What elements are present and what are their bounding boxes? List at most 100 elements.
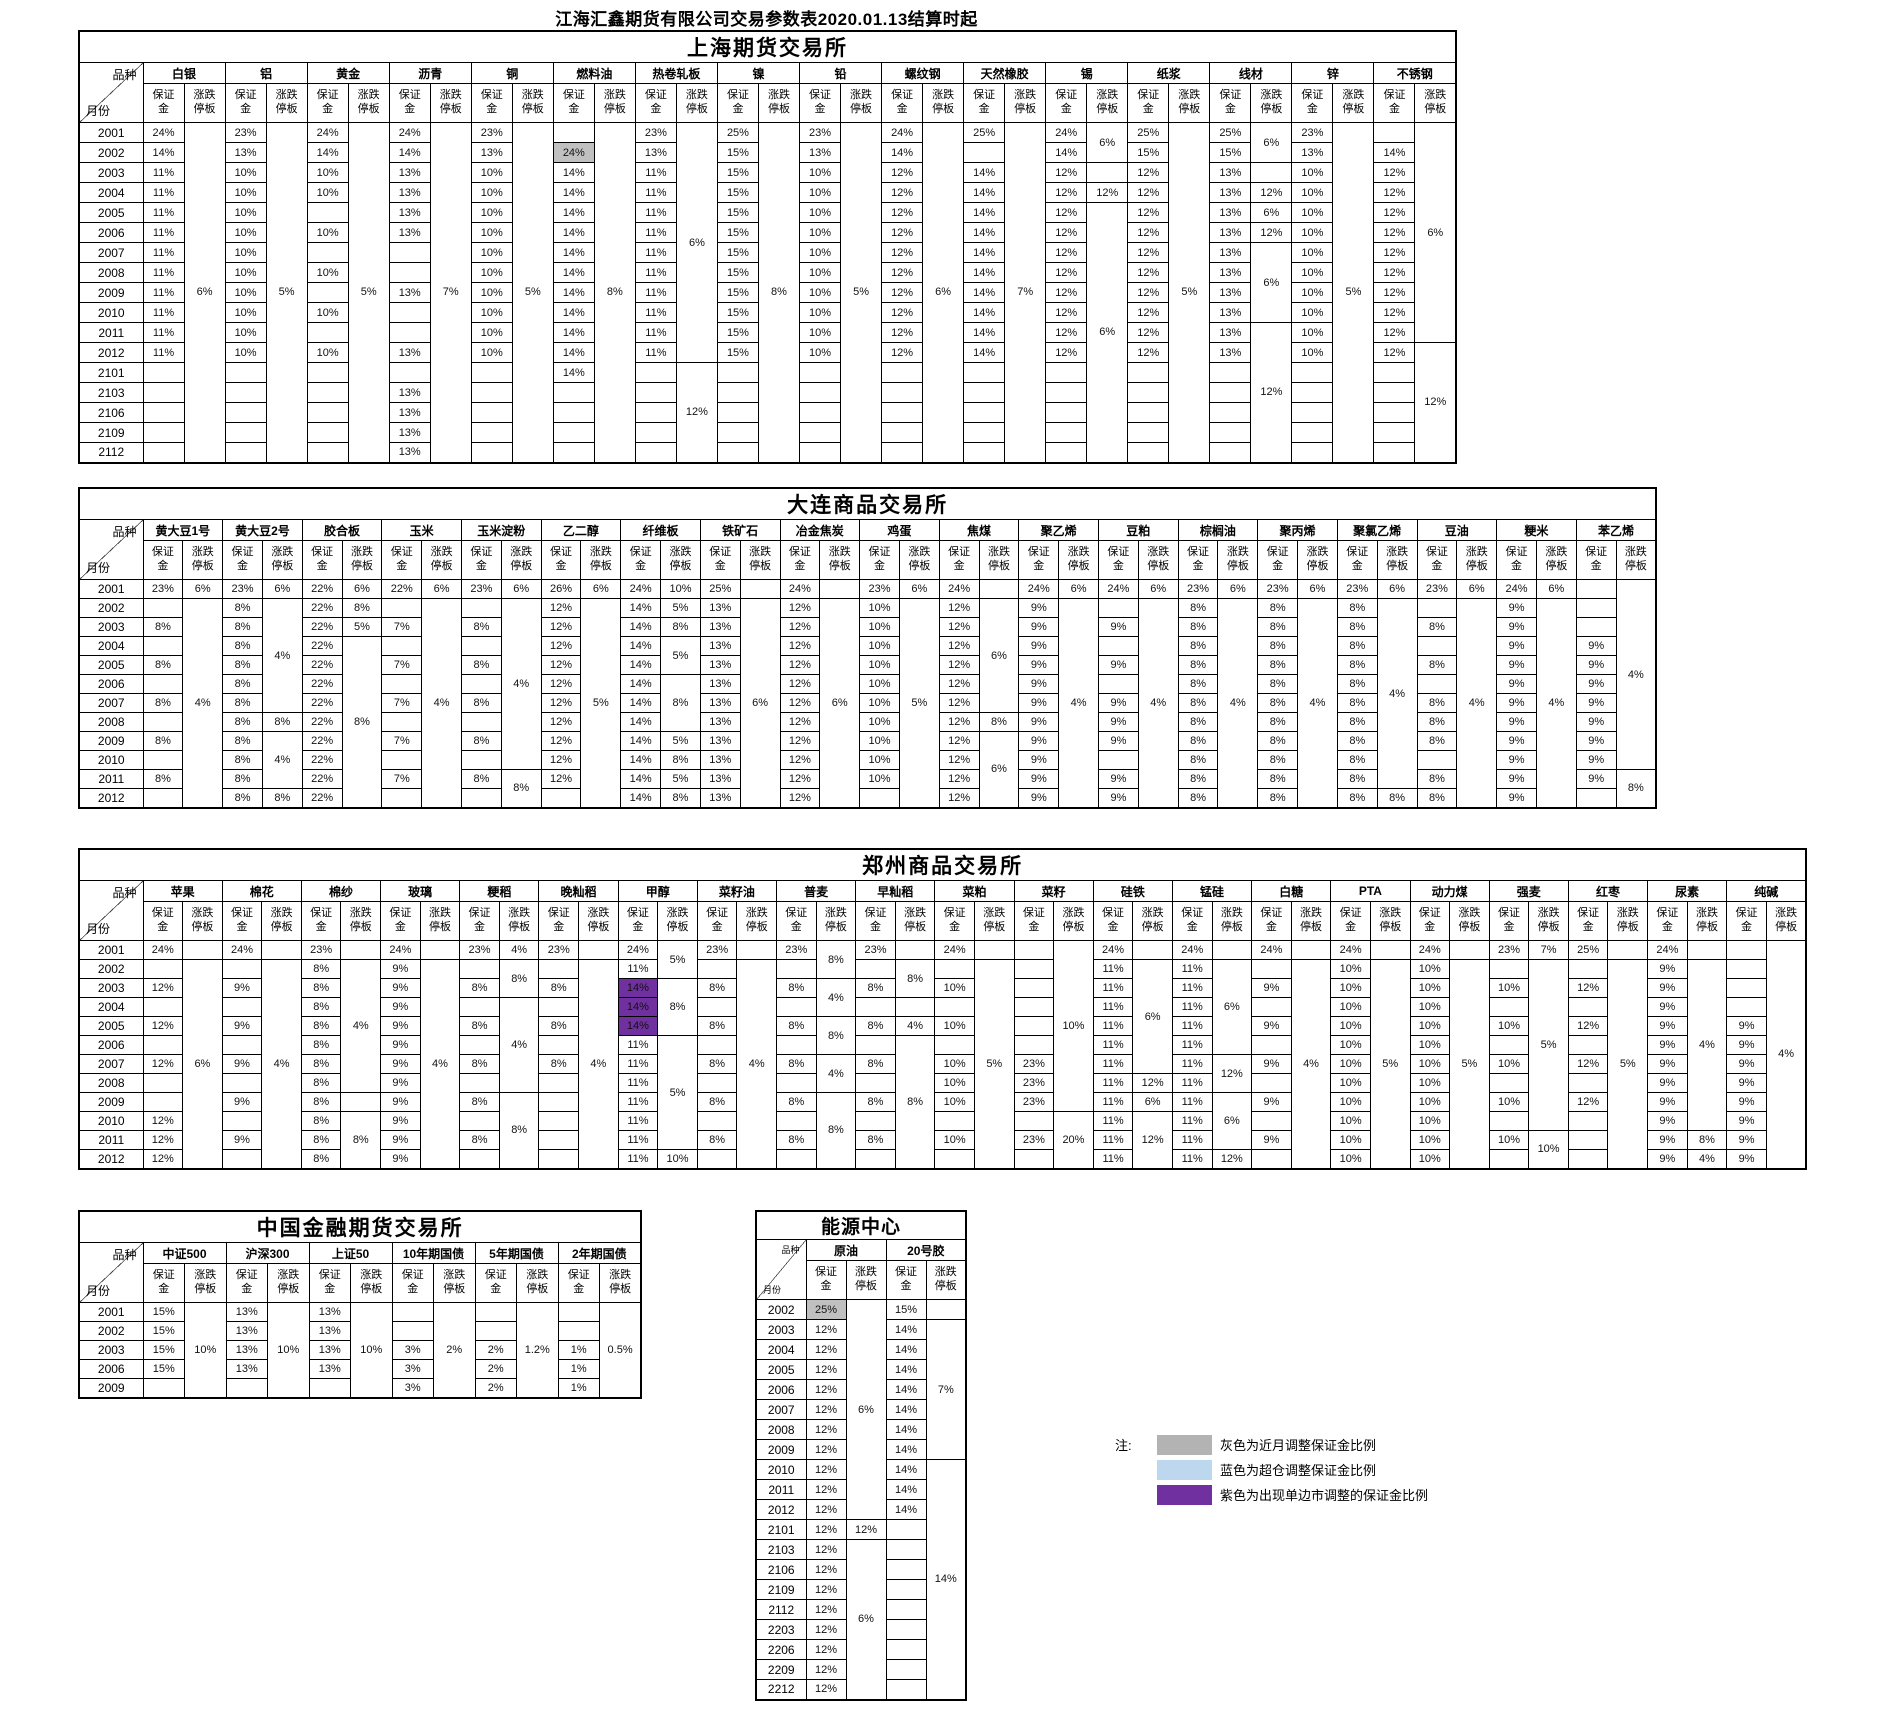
limit-subheader: 涨跌 停板: [1053, 901, 1094, 941]
month-cell: 2010: [78, 750, 144, 770]
margin-cell: [1373, 422, 1416, 443]
margin-cell: 12%: [1127, 302, 1170, 323]
product-header: 黄大豆2号: [222, 519, 303, 541]
margin-cell: 1%: [557, 1378, 600, 1398]
month-cell: 2009: [78, 731, 144, 751]
margin-cell: 11%: [1092, 978, 1134, 998]
product-header: 锰硅: [1171, 880, 1253, 902]
corner-label-product: 品种: [112, 1248, 137, 1262]
margin-cell: 7%: [381, 769, 423, 789]
margin-cell: 9%: [1496, 598, 1537, 618]
margin-cell: 13%: [388, 442, 431, 463]
margin-cell: 13%: [699, 731, 741, 751]
margin-cell: 12%: [142, 1130, 184, 1150]
limit-cell: 8%: [341, 598, 383, 618]
margin-cell: 12%: [1373, 322, 1416, 343]
margin-cell: [552, 422, 595, 443]
month-cell: 2005: [78, 202, 144, 223]
product-header: 燃料油: [552, 62, 636, 84]
margin-cell: 23%: [222, 579, 263, 599]
margin-cell: 13%: [699, 617, 741, 637]
margin-subheader: 保证金: [1209, 83, 1252, 123]
margin-cell: 8%: [222, 636, 263, 656]
limit-subheader: 涨跌 停板: [183, 83, 226, 123]
margin-cell: [459, 997, 500, 1017]
margin-cell: [142, 788, 184, 808]
margin-cell: 8%: [1336, 617, 1378, 637]
margin-subheader: 保证金: [300, 901, 342, 941]
margin-cell: 10%: [798, 242, 842, 263]
margin-cell: 12%: [1127, 202, 1170, 223]
margin-cell: 12%: [142, 978, 184, 998]
limit-subheader: 涨跌 停板: [840, 83, 883, 123]
margin-cell: 9%: [1496, 750, 1537, 770]
product-header: 铁矿石: [699, 519, 781, 541]
margin-cell: 8%: [222, 731, 263, 751]
margin-cell: [885, 1619, 927, 1640]
margin-cell: 14%: [620, 769, 662, 789]
margin-cell: [142, 362, 185, 383]
margin-cell: 22%: [301, 674, 343, 694]
limit-cell: 5%: [660, 636, 701, 675]
margin-cell: 8%: [459, 978, 500, 998]
limit-subheader: 涨跌 停板: [341, 540, 383, 580]
limit-cell: 4%: [419, 959, 461, 1169]
margin-subheader: 保证金: [776, 901, 817, 941]
margin-cell: [776, 1035, 817, 1055]
margin-cell: 10%: [1409, 978, 1451, 998]
limit-cell: 8%: [657, 978, 698, 1036]
corner-label-month: 月份: [86, 104, 111, 118]
limit-subheader: 涨跌 停板: [1168, 83, 1211, 123]
margin-cell: 9%: [380, 959, 421, 979]
margin-cell: 23%: [1336, 579, 1378, 599]
limit-cell: 8%: [341, 636, 383, 808]
margin-cell: [306, 322, 349, 343]
limit-subheader: 涨跌 停板: [1132, 901, 1173, 941]
margin-cell: 14%: [617, 1016, 659, 1036]
margin-cell: [142, 382, 185, 403]
limit-cell: 8%: [1686, 1130, 1728, 1150]
margin-cell: 9%: [1018, 788, 1060, 808]
margin-cell: 12%: [938, 693, 980, 713]
margin-cell: 12%: [938, 750, 980, 770]
limit-cell: [894, 940, 936, 960]
margin-cell: 12%: [1567, 978, 1609, 998]
margin-cell: 12%: [540, 655, 582, 675]
margin-cell: 8%: [1257, 674, 1299, 694]
margin-cell: [1013, 1016, 1055, 1036]
exchange-title: 郑州商品交易所: [78, 848, 1807, 881]
margin-cell: 9%: [1575, 636, 1617, 656]
margin-cell: 15%: [716, 262, 759, 283]
margin-cell: [881, 362, 924, 383]
margin-cell: [142, 402, 185, 423]
limit-subheader: 涨跌 停板: [182, 540, 224, 580]
margin-cell: [885, 1579, 927, 1600]
margin-cell: 9%: [1098, 788, 1139, 808]
limit-cell: 8%: [498, 1092, 540, 1169]
margin-cell: 2%: [474, 1378, 517, 1398]
margin-subheader: 保证金: [634, 83, 677, 123]
limit-subheader: 涨跌 停板: [1607, 901, 1649, 941]
margin-cell: 13%: [225, 1302, 268, 1322]
corner-cell: 品种 月份: [78, 62, 144, 123]
month-cell: 2112: [755, 1599, 807, 1620]
margin-cell: 15%: [716, 182, 759, 203]
limit-subheader: 涨跌 停板: [267, 1263, 310, 1303]
product-header: 动力煤: [1409, 880, 1490, 902]
limit-cell: 6%: [1132, 1092, 1173, 1112]
margin-cell: 11%: [1092, 1035, 1134, 1055]
margin-cell: 10%: [859, 712, 900, 732]
margin-cell: 12%: [142, 1149, 184, 1169]
margin-cell: 23%: [538, 940, 580, 960]
margin-cell: 10%: [470, 242, 513, 263]
exchange-title: 上海期货交易所: [78, 30, 1457, 63]
margin-cell: [1488, 997, 1530, 1017]
margin-cell: [1209, 442, 1252, 463]
corner-label-product: 品种: [112, 525, 137, 539]
margin-cell: [1488, 1073, 1530, 1093]
product-header: 5年期国债: [474, 1242, 559, 1264]
margin-cell: 9%: [1098, 617, 1139, 637]
margin-cell: 10%: [470, 302, 513, 323]
margin-cell: 15%: [1209, 142, 1252, 163]
legend-swatch-gray: [1157, 1434, 1212, 1455]
